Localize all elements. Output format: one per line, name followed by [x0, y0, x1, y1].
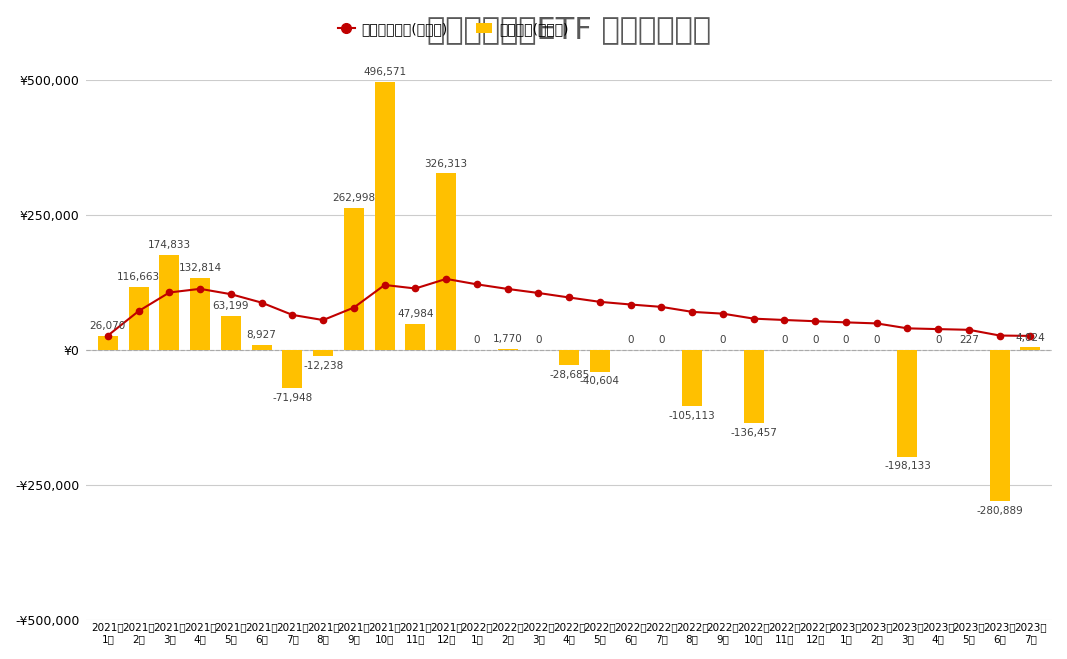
Text: 174,833: 174,833 [148, 241, 191, 250]
Text: -12,238: -12,238 [303, 361, 344, 371]
Bar [129, 287, 148, 350]
Text: 132,814: 132,814 [178, 263, 222, 273]
Text: 0: 0 [781, 335, 787, 345]
Text: 0: 0 [627, 335, 634, 345]
Bar [221, 316, 241, 350]
Text: 0: 0 [812, 335, 818, 345]
Text: -198,133: -198,133 [885, 461, 930, 471]
Text: -280,889: -280,889 [976, 506, 1023, 516]
Text: 0: 0 [658, 335, 665, 345]
Text: 47,984: 47,984 [397, 309, 433, 319]
Bar [375, 82, 395, 350]
Text: 1,770: 1,770 [493, 334, 523, 344]
Bar [744, 350, 764, 423]
Bar [252, 345, 272, 350]
Title: トライオートETF 月別実現損益: トライオートETF 月別実現損益 [427, 15, 712, 44]
Text: 0: 0 [536, 335, 542, 345]
Bar [98, 335, 117, 350]
Bar [590, 350, 610, 372]
Bar [344, 208, 364, 350]
Bar [559, 350, 579, 365]
Text: -105,113: -105,113 [669, 411, 716, 421]
Text: 8,927: 8,927 [246, 330, 276, 340]
Bar [497, 349, 517, 350]
Text: -40,604: -40,604 [579, 376, 620, 386]
Text: 116,663: 116,663 [117, 272, 160, 282]
Text: 496,571: 496,571 [363, 67, 407, 76]
Text: 326,313: 326,313 [425, 159, 467, 169]
Text: -136,457: -136,457 [730, 428, 777, 438]
Bar [682, 350, 702, 407]
Text: 0: 0 [874, 335, 880, 345]
Text: 4,024: 4,024 [1016, 333, 1046, 343]
Bar [897, 350, 918, 457]
Bar [436, 173, 456, 350]
Bar [190, 278, 210, 350]
Bar [313, 350, 333, 357]
Text: 227: 227 [959, 335, 978, 345]
Text: 262,998: 262,998 [332, 193, 376, 203]
Bar [283, 350, 302, 389]
Text: 63,199: 63,199 [212, 301, 249, 310]
Legend: 平均実現損益(利確額), 実現損益(利確額): 平均実現損益(利確額), 実現損益(利確額) [332, 16, 574, 42]
Bar [1020, 347, 1040, 350]
Text: 0: 0 [935, 335, 941, 345]
Bar [159, 255, 179, 350]
Bar [405, 324, 426, 350]
Bar [990, 350, 1009, 501]
Text: 0: 0 [843, 335, 849, 345]
Text: -28,685: -28,685 [550, 370, 589, 380]
Text: -71,948: -71,948 [272, 393, 313, 403]
Text: 0: 0 [719, 335, 727, 345]
Text: 0: 0 [474, 335, 480, 345]
Text: 26,070: 26,070 [90, 321, 126, 331]
